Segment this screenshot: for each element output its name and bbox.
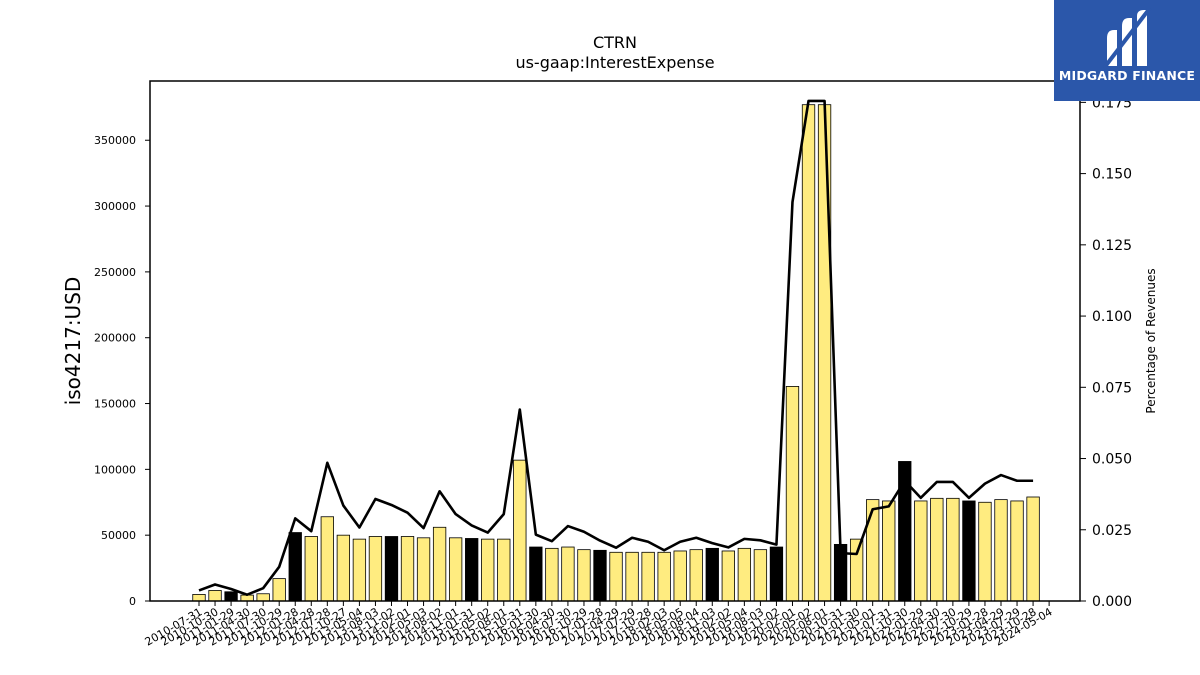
y-tick-label: 350000 [94,134,136,147]
y2-tick-label: 0.150 [1092,167,1132,183]
bar-2018-11-03 [705,547,719,602]
bar-2022-04-30 [930,497,944,602]
bar-2020-05-02 [801,104,816,602]
bar-2023-01-28 [978,501,992,602]
y2-tick-label: 0.050 [1092,452,1132,468]
bar-2012-10-27 [336,534,351,602]
logo-text: MIDGARD FINANCE [1058,68,1196,83]
bar-2022-10-29 [962,500,976,602]
bar-2014-02-01 [400,536,415,602]
bar-2014-05-03 [416,537,431,602]
y-tick-label: 300000 [94,200,136,213]
chart-title: CTRN [593,33,637,52]
y-tick-label: 150000 [94,398,136,411]
bar-2015-05-02 [481,538,495,602]
bar-2018-08-04 [689,549,703,602]
bar-2020-02-01 [785,386,800,602]
y2-tick-label: 0.125 [1092,238,1132,254]
bar-2013-05-04 [352,538,367,602]
line-layer [198,99,1034,597]
bar-2012-07-28 [320,516,334,602]
y-axis-left: 0 50000 100000 150000 200000 250000 300000 3500… [94,134,150,608]
midgard-finance-logo: MIDGARD FINANCE [1054,0,1200,101]
bar-2022-07-30 [946,497,960,602]
bar-2015-08-01 [497,538,511,602]
y-tick-label: 50000 [101,529,136,542]
bar-2011-07-30 [256,593,270,602]
bar-2015-01-31 [465,538,479,602]
bar-2020-08-01 [817,104,832,602]
bar-2019-05-04 [737,547,752,602]
bar-2011-01-29 [224,591,238,602]
y-tick-label: 250000 [94,266,136,279]
bar-2021-07-31 [882,500,896,602]
bar-2016-10-29 [577,549,591,602]
bar-2012-04-28 [304,536,318,602]
bar-2019-11-02 [769,546,784,602]
y2-axis-label: Percentage of Revenues [1144,268,1158,413]
bar-2023-04-29 [994,499,1008,602]
bars-layer [192,104,1040,602]
chart-subtitle: us-gaap:InterestExpense [515,53,714,72]
bar-2023-07-29 [1010,500,1024,602]
bar-2021-01-30 [849,538,864,602]
bar-2022-01-29 [914,500,928,602]
y-tick-label: 200000 [94,332,136,345]
percentage-of-revenues-line [198,99,1034,597]
bar-2016-07-30 [561,546,575,602]
bar-2011-10-29 [272,578,286,602]
bar-2014-08-02 [432,526,447,602]
bar-2010-07-31 [192,594,206,602]
bar-2016-01-30 [529,546,543,602]
midgard-logo-icon [1102,8,1152,68]
bar-2014-11-01 [448,537,463,602]
bar-2013-08-03 [368,536,383,602]
plot-frame [149,80,1081,602]
bar-2015-10-31 [513,459,527,602]
bar-2016-04-30 [545,547,559,602]
bar-2018-02-03 [657,551,671,602]
bar-2018-05-05 [673,550,687,602]
bar-2012-01-28 [288,532,302,602]
y-tick-label: 0 [129,595,136,608]
bar-2017-04-29 [609,551,623,602]
bar-2010-10-30 [208,590,222,602]
bar-2023-10-28 [1026,496,1040,602]
bar-2017-01-28 [593,549,607,602]
y-tick-label: 100000 [94,463,136,476]
y-axis-label: iso4217:USD [61,277,85,406]
y2-tick-label: 0.025 [1092,523,1132,539]
bar-2013-11-02 [384,536,399,602]
y2-tick-label: 0.075 [1092,380,1132,396]
bar-2021-05-01 [866,499,880,602]
bar-2017-07-29 [625,551,639,602]
x-axis: 2010-07-312010-10-302011-01-292011-04-30… [143,601,1055,649]
bar-2019-08-03 [753,549,768,602]
y2-tick-label: 0.000 [1092,594,1132,610]
bar-2017-10-28 [641,551,655,602]
bar-2019-02-02 [721,550,735,602]
y2-tick-label: 0.100 [1092,309,1132,325]
